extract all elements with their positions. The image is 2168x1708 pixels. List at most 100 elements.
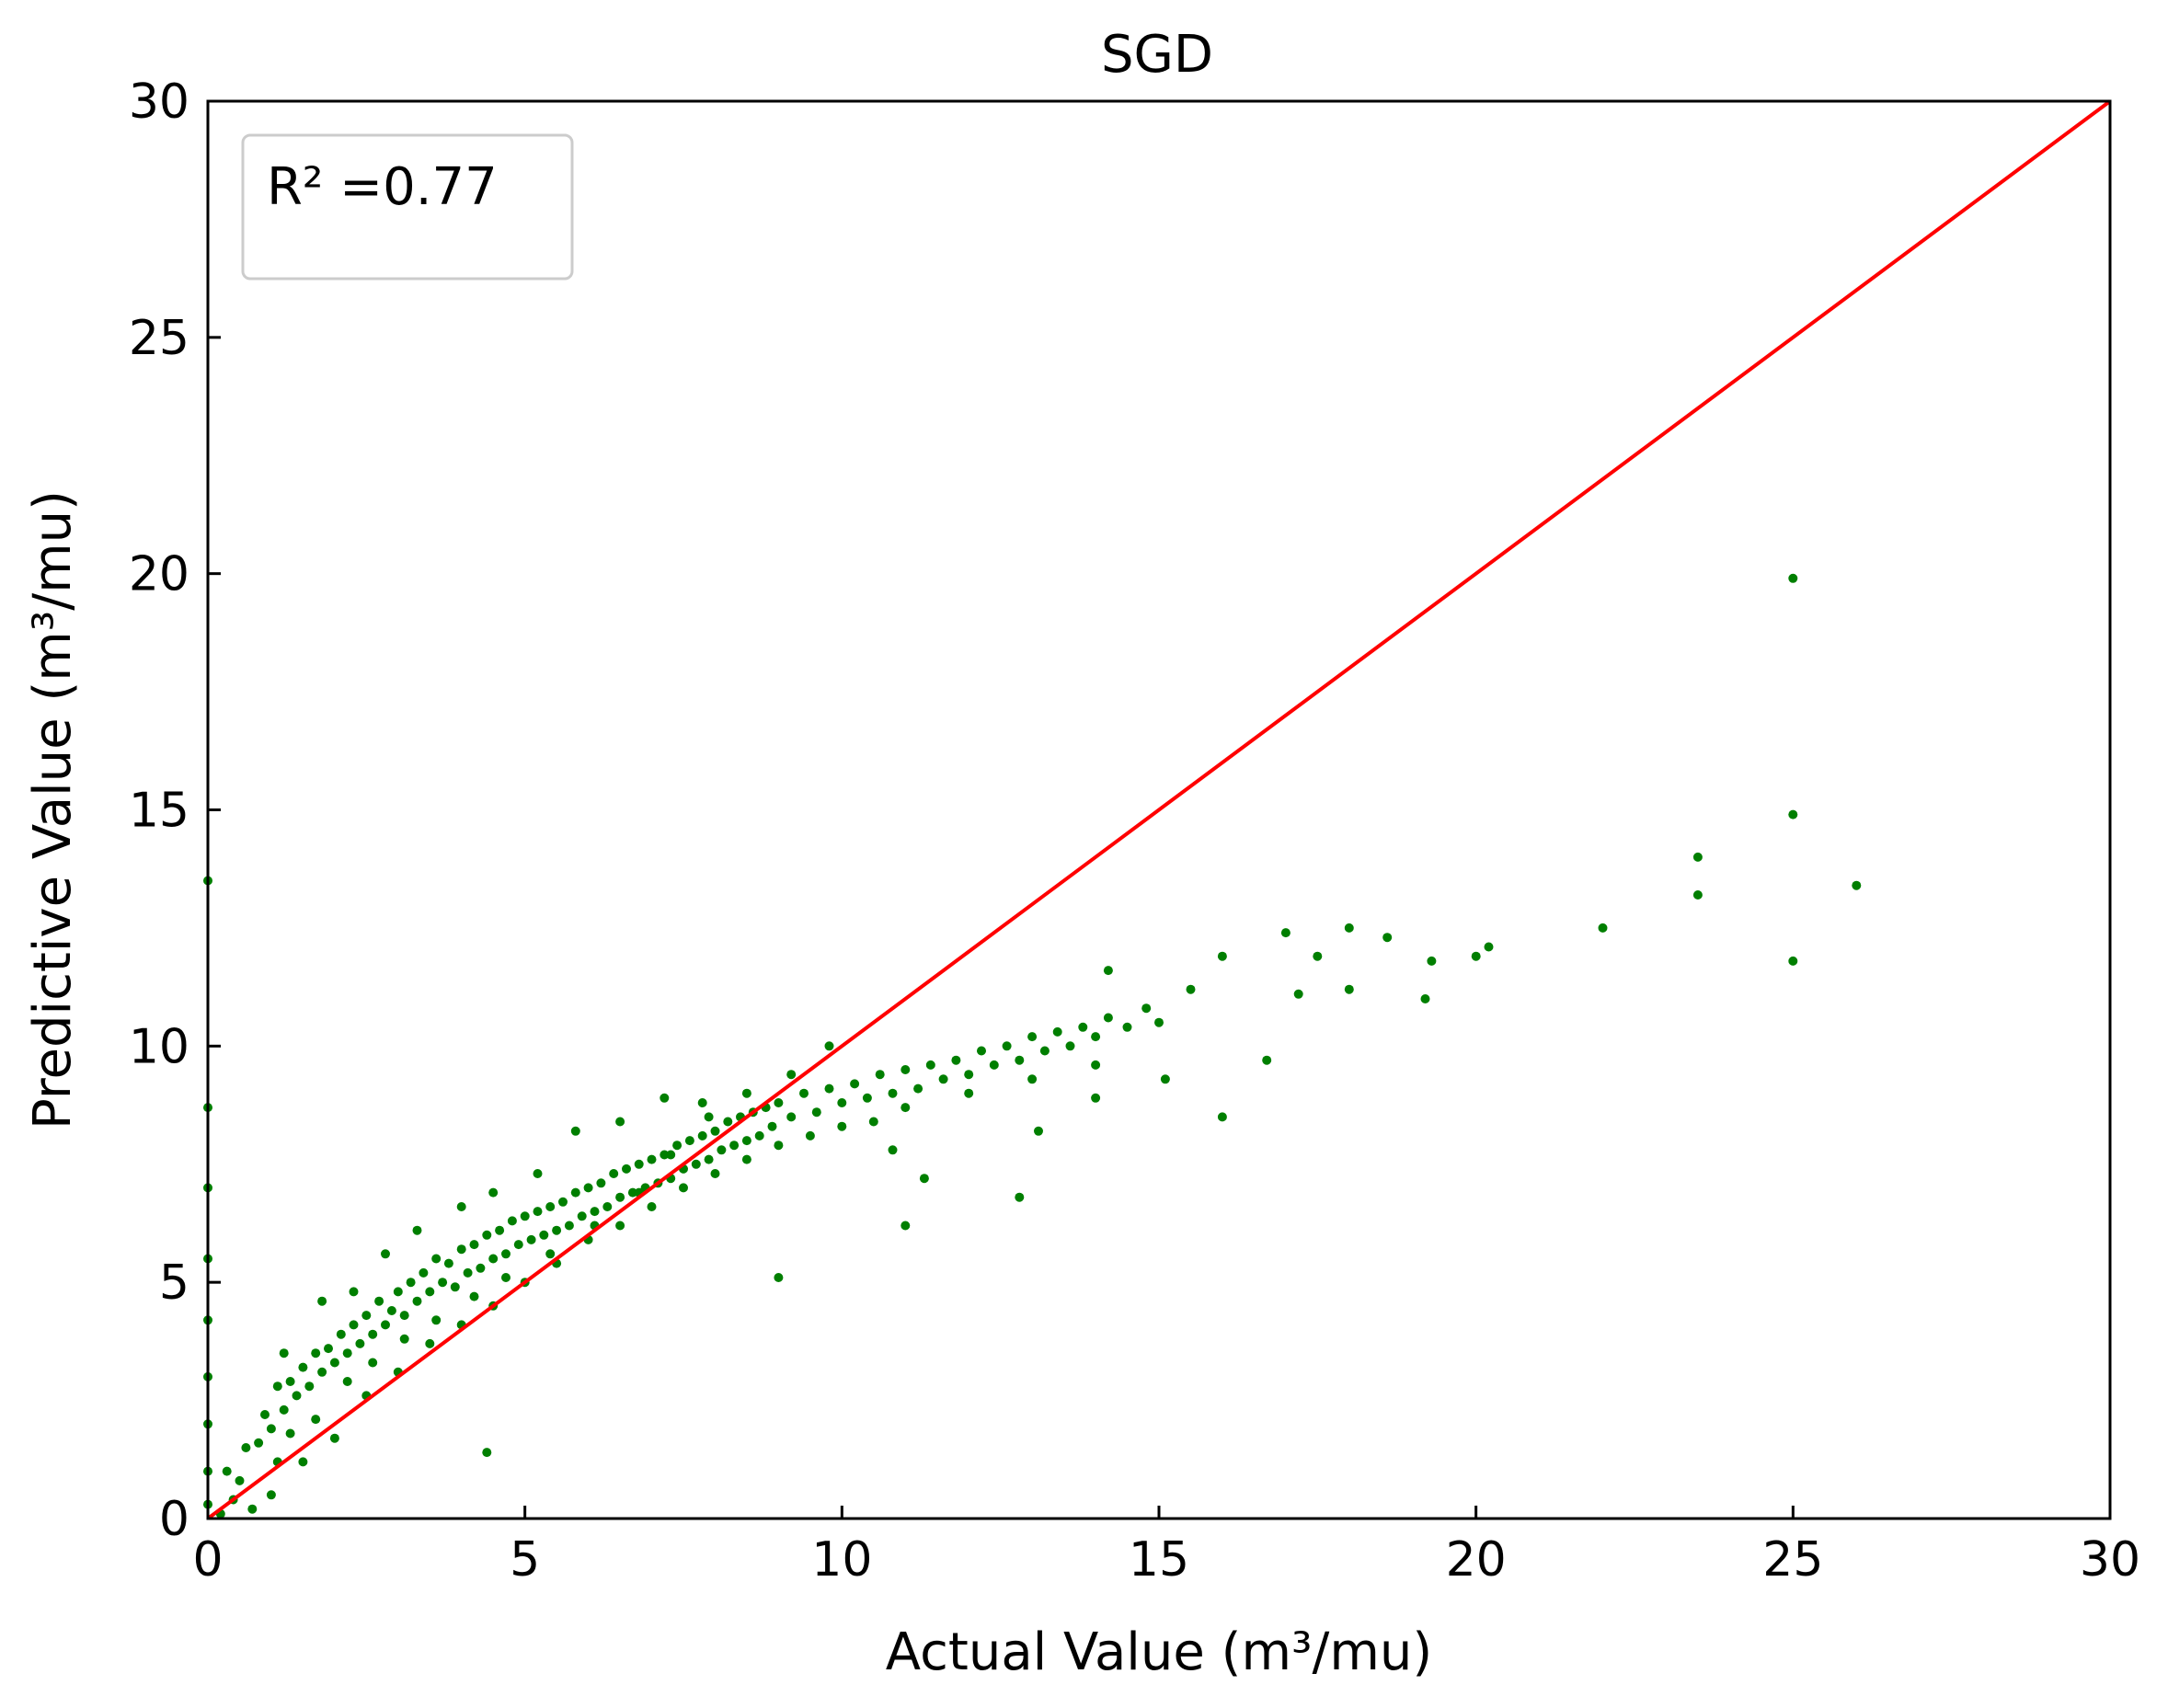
data-point (805, 1130, 815, 1141)
data-point (399, 1334, 409, 1344)
data-point (272, 1381, 282, 1392)
data-point (336, 1329, 346, 1339)
data-point (824, 1041, 834, 1051)
data-point (1262, 1055, 1272, 1065)
y-tick-label: 10 (129, 1019, 189, 1074)
data-point (741, 1136, 751, 1146)
data-point (964, 1088, 974, 1098)
data-point (545, 1249, 556, 1259)
data-point (545, 1202, 556, 1211)
data-point (660, 1093, 670, 1103)
data-point (285, 1377, 295, 1386)
data-point (412, 1296, 422, 1306)
data-point (647, 1202, 657, 1211)
data-point (1313, 951, 1323, 961)
data-point (349, 1320, 359, 1330)
chart-title: SGD (1101, 25, 1213, 85)
data-point (1103, 1013, 1113, 1023)
data-point (570, 1187, 580, 1198)
data-point (951, 1055, 961, 1065)
data-point (1091, 1060, 1101, 1070)
data-point (888, 1145, 898, 1155)
data-point (1027, 1074, 1038, 1084)
data-point (298, 1457, 308, 1467)
data-point (602, 1202, 613, 1211)
data-point (222, 1466, 232, 1476)
data-point (1598, 923, 1608, 933)
data-point (1002, 1041, 1012, 1051)
data-point (241, 1443, 251, 1452)
data-point (520, 1211, 530, 1221)
data-point (1420, 994, 1430, 1003)
data-point (1065, 1041, 1075, 1051)
y-tick-label: 15 (129, 784, 189, 839)
data-point (754, 1130, 764, 1141)
data-point (1344, 923, 1354, 933)
data-point (386, 1306, 396, 1315)
data-point (482, 1230, 492, 1240)
x-tick-label: 25 (1762, 1532, 1823, 1588)
data-point (875, 1070, 885, 1080)
data-point (425, 1338, 435, 1348)
data-point (1027, 1032, 1038, 1042)
data-point (285, 1428, 295, 1439)
data-point (507, 1216, 517, 1226)
data-point (660, 1150, 670, 1160)
data-point (482, 1448, 492, 1458)
data-point (913, 1083, 923, 1094)
data-point (697, 1130, 707, 1141)
x-tick-label: 30 (2080, 1532, 2140, 1588)
data-point (977, 1046, 986, 1056)
data-point (622, 1164, 631, 1174)
scatter-points (203, 573, 1862, 1519)
data-point (1217, 1112, 1227, 1122)
data-point (741, 1154, 751, 1164)
data-point (317, 1367, 327, 1377)
data-point (723, 1117, 733, 1127)
y-tick-label: 0 (159, 1492, 189, 1547)
data-point (691, 1159, 701, 1169)
data-point (1091, 1093, 1101, 1103)
data-point (1484, 942, 1494, 952)
data-point (311, 1415, 321, 1425)
data-point (919, 1174, 929, 1184)
data-point (419, 1267, 429, 1278)
data-point (583, 1183, 593, 1193)
data-point (837, 1098, 847, 1107)
data-point (1471, 951, 1481, 961)
data-point (837, 1121, 847, 1131)
data-point (1280, 928, 1290, 938)
data-point (710, 1169, 720, 1178)
data-point (513, 1240, 523, 1250)
data-point (539, 1230, 549, 1240)
data-point (501, 1249, 510, 1259)
data-point (1344, 984, 1354, 994)
reference-line-y-equals-x (206, 99, 2112, 1520)
data-point (342, 1348, 352, 1358)
data-point (1160, 1074, 1170, 1084)
data-point (254, 1438, 264, 1448)
data-point (279, 1348, 289, 1358)
data-point (672, 1141, 683, 1151)
data-point (342, 1377, 352, 1386)
data-point (1015, 1192, 1025, 1202)
data-point (868, 1117, 878, 1127)
data-point (488, 1254, 499, 1264)
data-point (862, 1093, 872, 1103)
data-point (596, 1178, 606, 1188)
data-point (501, 1273, 510, 1282)
data-point (900, 1065, 911, 1074)
data-point (1788, 573, 1798, 583)
data-point (1154, 1017, 1164, 1027)
data-point (1427, 956, 1437, 966)
data-point (495, 1225, 505, 1235)
data-point (399, 1311, 409, 1321)
data-point (850, 1079, 860, 1089)
data-point (989, 1060, 999, 1070)
x-tick-label: 0 (192, 1532, 223, 1588)
data-point (368, 1329, 378, 1339)
data-point (443, 1258, 453, 1268)
data-point (526, 1234, 536, 1244)
data-point (260, 1410, 270, 1419)
